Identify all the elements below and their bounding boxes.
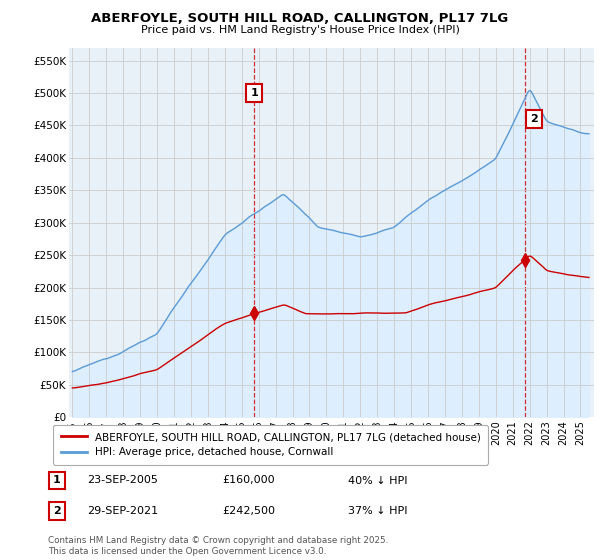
Text: 2: 2 bbox=[53, 506, 61, 516]
Text: £242,500: £242,500 bbox=[222, 506, 275, 516]
Text: ABERFOYLE, SOUTH HILL ROAD, CALLINGTON, PL17 7LG: ABERFOYLE, SOUTH HILL ROAD, CALLINGTON, … bbox=[91, 12, 509, 25]
Text: 2: 2 bbox=[530, 114, 538, 124]
Text: Price paid vs. HM Land Registry's House Price Index (HPI): Price paid vs. HM Land Registry's House … bbox=[140, 25, 460, 35]
Text: 1: 1 bbox=[250, 88, 258, 98]
Text: 37% ↓ HPI: 37% ↓ HPI bbox=[348, 506, 407, 516]
Text: Contains HM Land Registry data © Crown copyright and database right 2025.
This d: Contains HM Land Registry data © Crown c… bbox=[48, 536, 388, 556]
Text: 23-SEP-2005: 23-SEP-2005 bbox=[87, 475, 158, 486]
Text: 29-SEP-2021: 29-SEP-2021 bbox=[87, 506, 158, 516]
Text: 1: 1 bbox=[53, 475, 61, 486]
Text: £160,000: £160,000 bbox=[222, 475, 275, 486]
Legend: ABERFOYLE, SOUTH HILL ROAD, CALLINGTON, PL17 7LG (detached house), HPI: Average : ABERFOYLE, SOUTH HILL ROAD, CALLINGTON, … bbox=[53, 424, 488, 465]
Text: 40% ↓ HPI: 40% ↓ HPI bbox=[348, 475, 407, 486]
